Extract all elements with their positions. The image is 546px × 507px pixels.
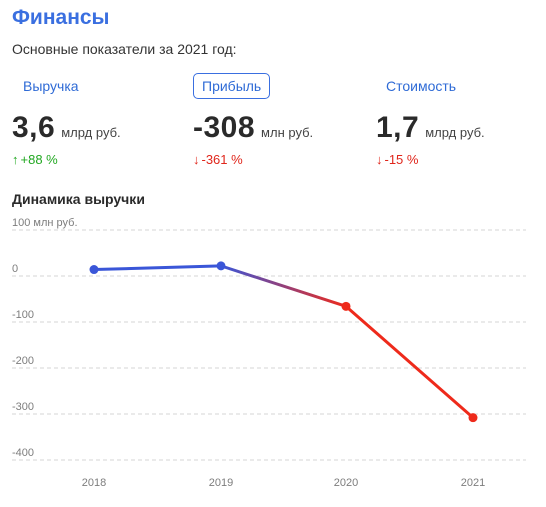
metric-value-value: 1,7 [376,111,420,144]
data-point[interactable] [468,413,478,423]
metric-profit-value: -308 [193,111,256,144]
metric-value-change: ↓ -15 % [376,152,418,167]
metric-value-change-text: -15 % [384,152,419,167]
x-tick-label: 2020 [334,477,358,489]
tab-revenue[interactable]: Выручка [23,78,79,94]
series-line-segment [219,264,348,308]
tab-profit[interactable]: Прибыль [193,73,271,99]
y-tick-label: 0 [12,263,18,275]
metric-profit: -308 млн руб. [193,111,313,145]
metric-revenue-value: 3,6 [12,111,56,144]
y-tick-label: -100 [12,309,34,321]
chart-section-title: Динамика выручки [12,191,145,207]
data-point[interactable] [341,301,351,311]
arrow-down-icon: ↓ [376,152,383,167]
metric-revenue-unit: млрд руб. [61,125,121,140]
series-line-segment [344,304,475,420]
y-tick-label: -400 [12,447,34,459]
series-line-segment [92,264,223,272]
page-title: Финансы [12,6,110,29]
x-tick-label: 2018 [82,477,106,489]
y-tick-label: 100 млн руб. [12,217,78,229]
metric-revenue-change-text: +88 % [20,152,58,167]
arrow-down-icon: ↓ [193,152,200,167]
tab-value[interactable]: Стоимость [386,78,457,94]
metric-value-unit: млрд руб. [425,125,485,140]
data-point[interactable] [89,265,99,275]
arrow-up-icon: ↑ [12,152,19,167]
metric-profit-change-text: -361 % [201,152,243,167]
metric-revenue: 3,6 млрд руб. [12,111,121,145]
metric-revenue-change: ↑ +88 % [12,152,58,167]
data-point[interactable] [216,261,226,271]
y-tick-label: -200 [12,355,34,367]
metric-profit-unit: млн руб. [261,125,314,140]
page-subtitle: Основные показатели за 2021 год: [12,41,237,57]
revenue-chart: 100 млн руб. 0 -100 -200 -300 -400 2018 2019 20… [12,217,526,489]
y-tick-label: -300 [12,401,34,413]
metric-value: 1,7 млрд руб. [376,111,485,145]
x-tick-label: 2021 [461,477,485,489]
metric-profit-change: ↓ -361 % [193,152,243,167]
x-tick-label: 2019 [209,477,233,489]
